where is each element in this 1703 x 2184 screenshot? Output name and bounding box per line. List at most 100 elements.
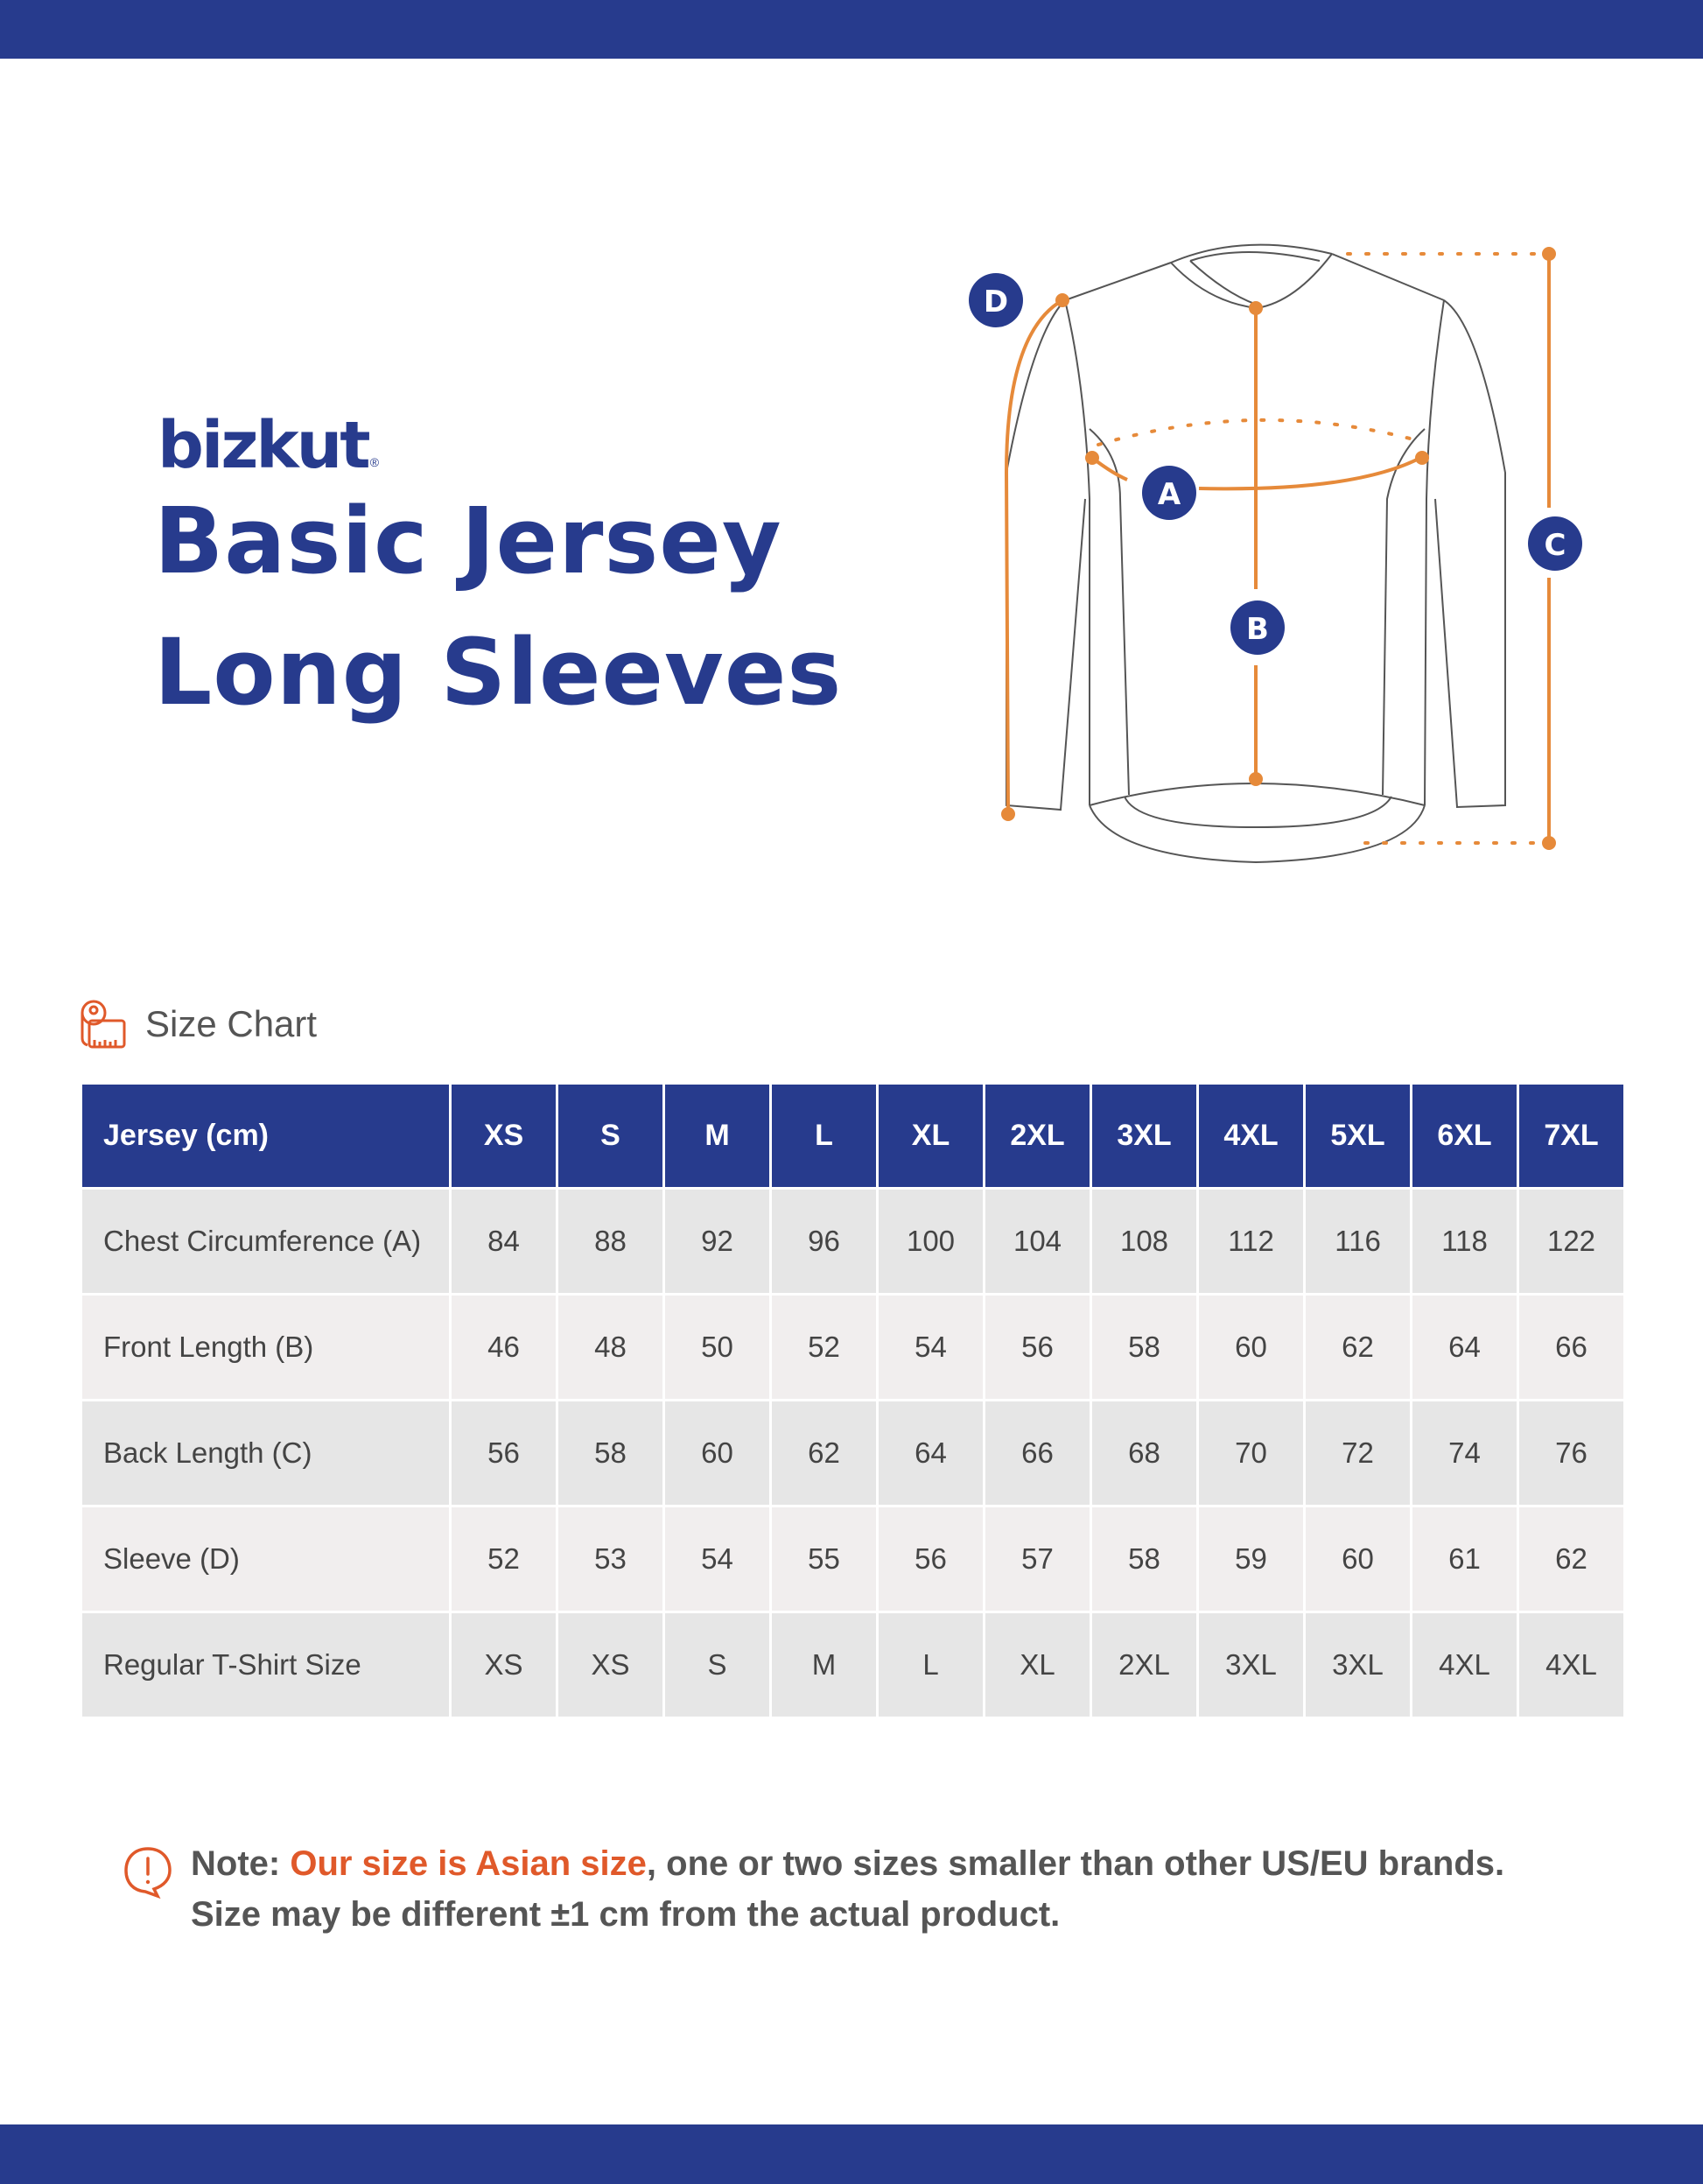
table-cell: 57: [983, 1505, 1092, 1613]
table-cell: L: [876, 1611, 985, 1719]
table-cell: 66: [1517, 1293, 1626, 1401]
table-cell: 50: [662, 1293, 772, 1401]
row-label: Front Length (B): [80, 1293, 452, 1401]
marker-c-icon: C: [1528, 516, 1582, 571]
table-row: Regular T-Shirt Size XS XS S M L XL 2XL 3XL 3XL 4X…: [80, 1611, 1626, 1719]
table-cell: 54: [662, 1505, 772, 1613]
header-cell-size: M: [662, 1082, 772, 1190]
header-cell-size: S: [556, 1082, 665, 1190]
table-cell: S: [662, 1611, 772, 1719]
table-cell: 61: [1410, 1505, 1519, 1613]
table-cell: 74: [1410, 1399, 1519, 1507]
table-cell: 92: [662, 1187, 772, 1296]
svg-text:D: D: [984, 284, 1008, 320]
table-cell: 56: [449, 1399, 558, 1507]
table-cell: 60: [1303, 1505, 1412, 1613]
header-cell-size: XL: [876, 1082, 985, 1190]
marker-d-icon: D: [969, 273, 1023, 327]
row-label: Chest Circumference (A): [80, 1187, 452, 1296]
table-cell: 58: [1090, 1505, 1199, 1613]
note-highlight: Our size is Asian size: [290, 1844, 647, 1883]
note-line2: Size may be different ±1 cm from the act…: [191, 1895, 1061, 1934]
table-row: Front Length (B) 46 48 50 52 54 56 58 60 62 64 66: [80, 1293, 1626, 1401]
size-chart-heading: Size Chart: [79, 998, 317, 1050]
bottom-banner-bar: [0, 2124, 1703, 2184]
table-header-row: Jersey (cm) XS S M L XL 2XL 3XL 4XL 5XL …: [80, 1082, 1626, 1190]
table-cell: 108: [1090, 1187, 1199, 1296]
alert-bubble-icon: [124, 1847, 172, 1900]
table-cell: 55: [769, 1505, 879, 1613]
table-cell: 56: [983, 1293, 1092, 1401]
marker-b-icon: B: [1230, 600, 1285, 655]
header-cell-size: 7XL: [1517, 1082, 1626, 1190]
table-cell: 118: [1410, 1187, 1519, 1296]
table-cell: 66: [983, 1399, 1092, 1507]
table-cell: 4XL: [1517, 1611, 1626, 1719]
measure-lines: [1001, 247, 1556, 850]
table-cell: 96: [769, 1187, 879, 1296]
table-cell: 48: [556, 1293, 665, 1401]
marker-a-icon: A: [1142, 466, 1196, 520]
svg-text:A: A: [1158, 477, 1181, 512]
table-cell: 58: [556, 1399, 665, 1507]
table-cell: 64: [1410, 1293, 1519, 1401]
table-cell: 3XL: [1196, 1611, 1306, 1719]
table-cell: 60: [1196, 1293, 1306, 1401]
table-cell: 88: [556, 1187, 665, 1296]
table-cell: 60: [662, 1399, 772, 1507]
table-cell: 52: [449, 1505, 558, 1613]
table-row: Sleeve (D) 52 53 54 55 56 57 58 59 60 61 62: [80, 1505, 1626, 1613]
jersey-measurement-diagram: D A B C: [969, 243, 1582, 864]
header-cell-size: 6XL: [1410, 1082, 1519, 1190]
note-rest: , one or two sizes smaller than other US…: [646, 1844, 1505, 1883]
table-cell: 76: [1517, 1399, 1626, 1507]
brand-logo: bizkut ®: [158, 408, 380, 483]
table-cell: XS: [449, 1611, 558, 1719]
header-cell-size: L: [769, 1082, 879, 1190]
note-line1: Note: Our size is Asian size, one or two…: [191, 1838, 1504, 1889]
table-cell: 2XL: [1090, 1611, 1199, 1719]
table-cell: 62: [769, 1399, 879, 1507]
table-cell: 3XL: [1303, 1611, 1412, 1719]
note-prefix: Note:: [191, 1844, 291, 1883]
table-cell: 68: [1090, 1399, 1199, 1507]
table-cell: 56: [876, 1505, 985, 1613]
product-title-line1: Basic Jersey: [154, 488, 782, 594]
table-cell: 116: [1303, 1187, 1412, 1296]
svg-text:B: B: [1246, 612, 1269, 647]
row-label: Regular T-Shirt Size: [80, 1611, 452, 1719]
table-cell: XS: [556, 1611, 665, 1719]
logo-text: bizkut: [158, 408, 371, 483]
table-cell: 52: [769, 1293, 879, 1401]
table-cell: 64: [876, 1399, 985, 1507]
header-cell-label: Jersey (cm): [80, 1082, 452, 1190]
table-cell: 104: [983, 1187, 1092, 1296]
header-cell-size: 4XL: [1196, 1082, 1306, 1190]
svg-text:C: C: [1545, 528, 1566, 563]
header-cell-size: XS: [449, 1082, 558, 1190]
header-cell-size: 2XL: [983, 1082, 1092, 1190]
table-cell: 46: [449, 1293, 558, 1401]
size-chart-table: Jersey (cm) XS S M L XL 2XL 3XL 4XL 5XL …: [80, 1082, 1626, 1719]
table-cell: M: [769, 1611, 879, 1719]
measuring-tape-icon: [81, 1000, 126, 1049]
top-banner-bar: [0, 0, 1703, 59]
table-cell: 4XL: [1410, 1611, 1519, 1719]
table-cell: 53: [556, 1505, 665, 1613]
sizing-note: Note: Our size is Asian size, one or two…: [123, 1838, 1504, 1940]
row-label: Back Length (C): [80, 1399, 452, 1507]
header-cell-size: 5XL: [1303, 1082, 1412, 1190]
table-cell: 70: [1196, 1399, 1306, 1507]
header-cell-size: 3XL: [1090, 1082, 1199, 1190]
table-cell: 62: [1517, 1505, 1626, 1613]
table-cell: 59: [1196, 1505, 1306, 1613]
table-cell: 112: [1196, 1187, 1306, 1296]
product-title-line2: Long Sleeves: [154, 619, 843, 726]
table-row: Chest Circumference (A) 84 88 92 96 100 104 108…: [80, 1187, 1626, 1296]
registered-mark: ®: [369, 455, 380, 469]
size-chart-title: Size Chart: [145, 1003, 318, 1044]
table-row: Back Length (C) 56 58 60 62 64 66 68 70 72 74 76: [80, 1399, 1626, 1507]
table-cell: 100: [876, 1187, 985, 1296]
table-cell: 84: [449, 1187, 558, 1296]
table-cell: 58: [1090, 1293, 1199, 1401]
